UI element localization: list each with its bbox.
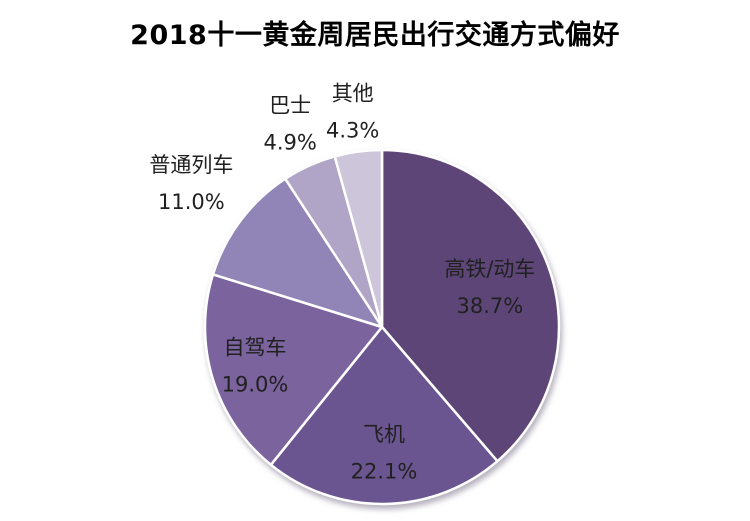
pie-slice-5 (333, 148, 384, 329)
slice-name-0: 高铁/动车 (444, 257, 535, 281)
pie-slice-1 (269, 325, 499, 506)
pie-slice-3 (211, 177, 384, 329)
slice-name-3: 普通列车 (149, 153, 233, 177)
pie-slice-2 (203, 273, 384, 467)
slice-name-4: 巴士 (269, 94, 311, 118)
slice-name-2: 自驾车 (224, 336, 287, 360)
slice-name-5: 其他 (332, 81, 374, 105)
chart-title: 2018十一黄金周居民出行交通方式偏好 (130, 20, 620, 51)
slice-value-4: 4.9% (264, 131, 317, 155)
pie-slice-0 (380, 148, 561, 463)
slice-value-3: 11.0% (158, 190, 225, 214)
slice-value-1: 22.1% (351, 460, 418, 484)
slice-value-5: 4.3% (326, 118, 379, 142)
slice-value-0: 38.7% (457, 294, 524, 318)
slice-value-2: 19.0% (222, 373, 289, 397)
slice-name-1: 飞机 (363, 423, 405, 447)
pie-slices (203, 148, 561, 506)
pie-labels: 高铁/动车 38.7% 飞机 22.1% 自驾车 19.0% 普通列车 11.0% 巴士 4.9%… (149, 81, 535, 483)
